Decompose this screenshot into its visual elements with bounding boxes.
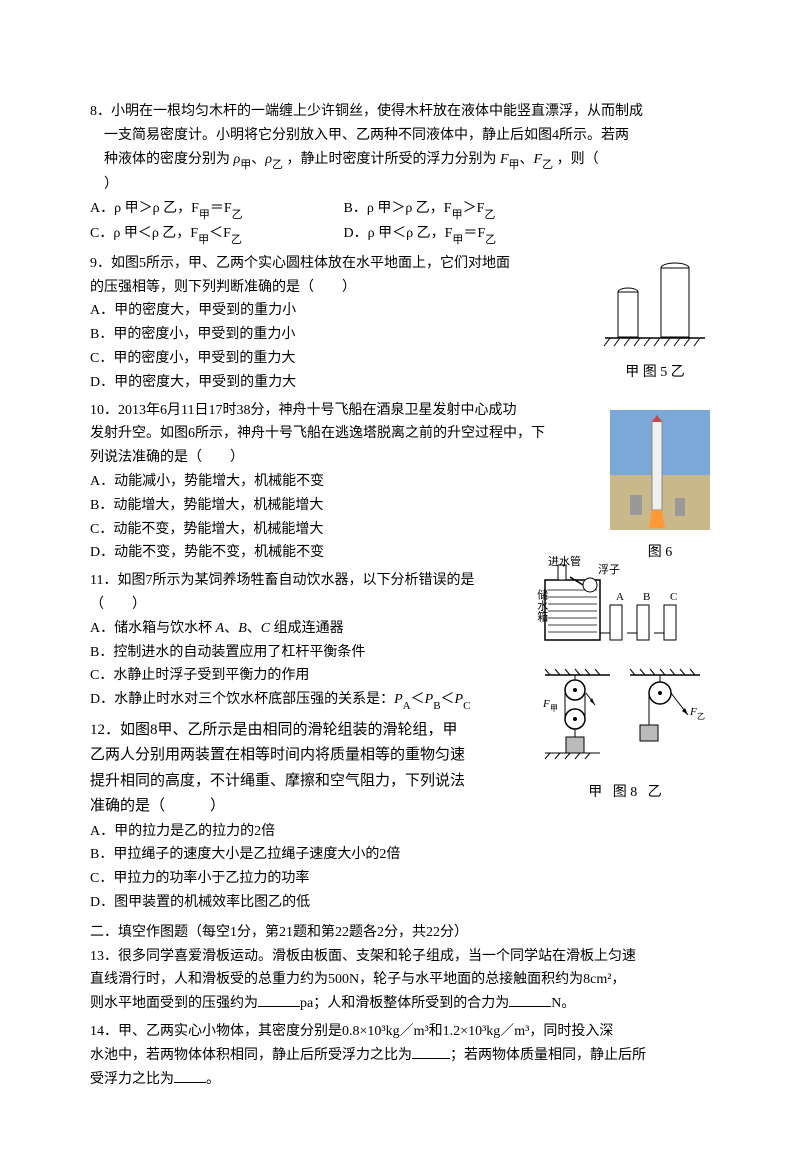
q10-opt-c: C．动能不变，势能增大，机械能增大	[90, 518, 580, 542]
svg-text:B: B	[643, 591, 650, 603]
q10-opt-a: A．动能减小，势能增大，机械能不变	[90, 470, 580, 494]
q12-stem-4: 准确的是（ ）	[90, 794, 520, 820]
fig5-yi: 乙	[671, 365, 685, 380]
q8-opt-c: C．ρ 甲＜ρ 乙，F甲＜F乙	[90, 222, 340, 247]
q12-stem-3: 提升相同的高度，不计绳重、摩擦和空气阻力，下列说法	[90, 769, 520, 795]
figure-5: 甲 图 5 乙	[600, 260, 710, 385]
q10-stem-2: 发射升空。如图6所示，神舟十号飞船在逃逸塔脱离之前的升空过程中，下	[90, 422, 580, 446]
svg-text:F: F	[689, 706, 697, 718]
q8-opt-a: A．ρ 甲＞ρ 乙，F甲＝F乙	[90, 197, 340, 222]
q9-stem-1: 9．如图5所示，甲、乙两个实心圆柱体放在水平地面上，它们对地面	[90, 252, 580, 276]
figure-5-label: 甲 图 5 乙	[600, 361, 710, 385]
q8-stem-3: 种液体的密度分别为 ρ甲、ρ乙 ，静止时密度计所受的浮力分别为 F甲、F乙 ，则…	[90, 148, 710, 173]
question-11: 11．如图7所示为某饲养场牲畜自动饮水器，以下分析错误的是（ ） A．储水箱与饮…	[90, 569, 520, 713]
question-12: 12．如图8甲、乙所示是由相同的滑轮组装的滑轮组，甲 乙两人分别用两装置在相等时…	[90, 718, 710, 915]
question-14: 14．甲、乙两实心小物体，其密度分别是0.8×10³kg／m³和1.2×10³k…	[90, 1020, 710, 1091]
q10-stem-1: 10．2013年6月11日17时38分，神舟十号飞船在酒泉卫星发射中心成功	[90, 399, 580, 423]
question-9: 9．如图5所示，甲、乙两个实心圆柱体放在水平地面上，它们对地面 的压强相等，则下…	[90, 252, 580, 395]
q14-stem-1: 14．甲、乙两实心小物体，其密度分别是0.8×10³kg／m³和1.2×10³k…	[90, 1020, 710, 1044]
fig7-fuzi-text: 浮子	[598, 563, 620, 576]
q11-stem: 11．如图7所示为某饲养场牲畜自动饮水器，以下分析错误的是（ ）	[90, 569, 520, 617]
q12-stem-1: 12．如图8甲、乙所示是由相同的滑轮组装的滑轮组，甲	[90, 718, 520, 744]
q13-stem-2: 直线滑行时，人和滑板受的总重力约为500N，轮子与水平地面的总接触面积约为8cm…	[90, 968, 710, 992]
blank-input[interactable]	[258, 992, 300, 1007]
q12-opt-b: B．甲拉绳子的速度大小是乙拉绳子速度大小的2倍	[90, 843, 710, 867]
fig5-jia: 甲	[625, 365, 639, 380]
blank-input[interactable]	[412, 1044, 450, 1059]
page: 甲 图 5 乙 图 6	[0, 0, 800, 1155]
q13-stem-1: 13．很多同学喜爱滑板运动。滑板由板面、支架和轮子组成，当一个同学站在滑板上匀速	[90, 945, 710, 969]
q9-opt-d: D．甲的密度大，甲受到的重力大	[90, 371, 580, 395]
q9-opt-a: A．甲的密度大，甲受到的重力小	[90, 299, 580, 323]
section-2-title: 二．填空作图题（每空1分，第21题和第22题各2分，共22分）	[90, 921, 710, 945]
q12-opt-c: C．甲拉力的功率小于乙拉力的功率	[90, 867, 710, 891]
fig7-chushui: 储水箱	[532, 589, 551, 622]
q12-opt-d: D．图甲装置的机械效率比图乙的低	[90, 891, 710, 915]
q10-opt-b: B．动能增大，势能增大，机械能增大	[90, 494, 580, 518]
q8-options-1: A．ρ 甲＞ρ 乙，F甲＝F乙 B．ρ 甲＞ρ 乙，F甲＞F乙	[90, 197, 710, 222]
q9-opt-c: C．甲的密度小，甲受到的重力大	[90, 347, 580, 371]
q12-stem-2: 乙两人分别用两装置在相等时间内将质量相等的重物匀速	[90, 743, 520, 769]
figure-6: 图 6	[610, 410, 710, 565]
q9-stem-2: 的压强相等，则下列判断准确的是（ ）	[90, 276, 580, 300]
q9-opt-b: B．甲的密度小，甲受到的重力小	[90, 323, 580, 347]
q8-stem-2: 一支简易密度计。小明将它分别放入甲、乙两种不同液体中，静止后如图4所示。若两	[90, 124, 710, 148]
q8-opt-b: B．ρ 甲＞ρ 乙，F甲＞F乙	[344, 197, 496, 222]
question-10: 10．2013年6月11日17时38分，神舟十号飞船在酒泉卫星发射中心成功 发射…	[90, 399, 580, 566]
question-8: 8．小明在一根均匀木杆的一端缠上少许铜丝，使得木杆放在液体中能竖直漂浮，从而制成…	[90, 100, 710, 248]
q13-stem-3: 则水平地面受到的压强约为pa；人和滑板整体所受到的合力为N。	[90, 992, 710, 1016]
q14-stem-2: 水池中，若两物体体积相同，静止后所受浮力之比为；若两物体质量相同，静止后所	[90, 1044, 710, 1068]
svg-text:A: A	[616, 591, 624, 603]
svg-text:F: F	[542, 698, 550, 710]
fig5-tu: 图 5	[643, 365, 668, 380]
blank-input[interactable]	[174, 1068, 206, 1083]
figure-7: A B C 进水管 浮子 储水箱	[540, 555, 710, 659]
q8-stem-1: 8．小明在一根均匀木杆的一端缠上少许铜丝，使得木杆放在液体中能竖直漂浮，从而制成	[90, 100, 710, 124]
blank-input[interactable]	[509, 992, 551, 1007]
q10-opt-d: D．动能不变，势能不变，机械能不变	[90, 541, 580, 565]
svg-text:甲: 甲	[550, 704, 558, 713]
q8-opt-d: D．ρ 甲＜ρ 乙，F甲＝F乙	[344, 222, 497, 247]
q11-opt-c: C．水静止时浮子受到平衡力的作用	[90, 664, 520, 688]
q8-options-2: C．ρ 甲＜ρ 乙，F甲＜F乙 D．ρ 甲＜ρ 乙，F甲＝F乙	[90, 222, 710, 247]
q12-opt-a: A．甲的拉力是乙的拉力的2倍	[90, 820, 710, 844]
q11-opt-d: D．水静止时水对三个饮水杯底部压强的关系是：PA＜PB＜PC	[90, 688, 520, 713]
svg-text:C: C	[670, 591, 677, 603]
q10-stem-3: 列说法准确的是（ ）	[90, 446, 580, 470]
question-13: 13．很多同学喜爱滑板运动。滑板由板面、支架和轮子组成，当一个同学站在滑板上匀速…	[90, 945, 710, 1016]
q11-opt-b: B．控制进水的自动装置应用了杠杆平衡条件	[90, 641, 520, 665]
q11-opt-a: A．储水箱与饮水杯 A、B、C 组成连通器	[90, 617, 520, 641]
q8-close-paren: ）	[90, 173, 710, 197]
q14-stem-3: 受浮力之比为。	[90, 1068, 710, 1092]
